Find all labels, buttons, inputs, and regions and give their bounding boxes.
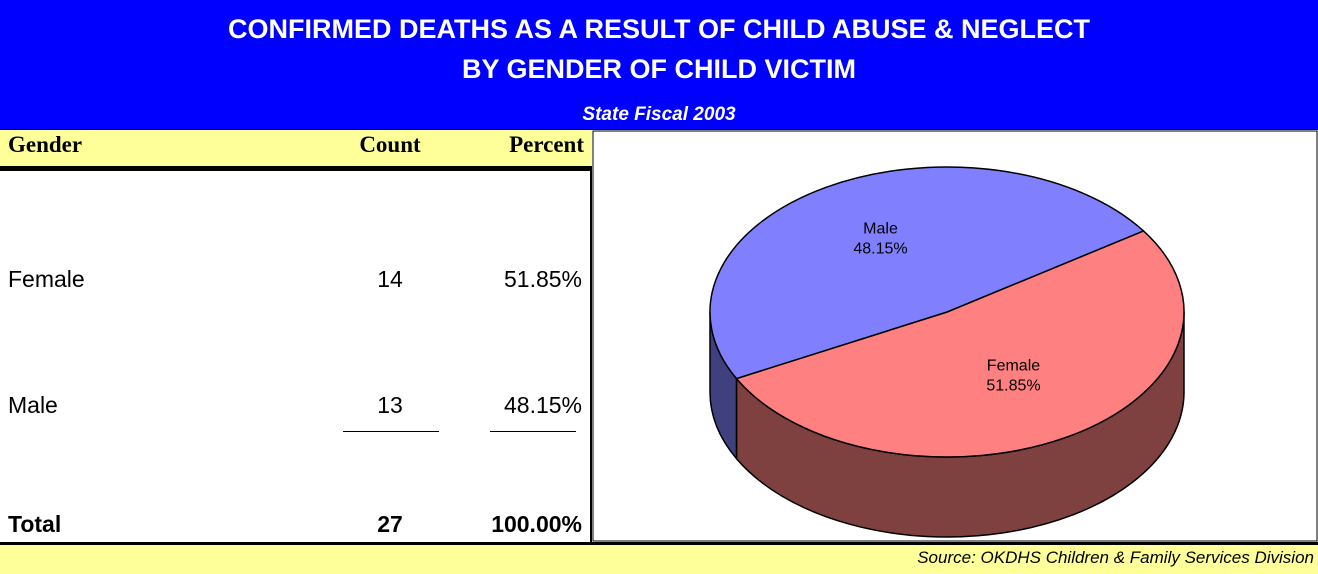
cell: 13 — [377, 392, 403, 418]
slice-value-label: 51.85% — [986, 378, 1040, 395]
pie-slice — [735, 230, 1185, 458]
table-body: Female 14 51.85% Male 13 48.15% Total 27… — [0, 171, 592, 542]
source: Source: OKDHS Children & Family Services… — [917, 548, 1314, 567]
cell: 14 — [377, 266, 403, 292]
underline — [490, 431, 576, 432]
table-header: Gender Count Percent — [0, 130, 592, 171]
slice-label: Male — [863, 220, 898, 237]
cell: 27 — [377, 511, 403, 537]
cell: 100.00% — [491, 511, 582, 537]
title-line: BY GENDER OF CHILD VICTIM — [461, 54, 857, 84]
subtitle: State Fiscal 2003 — [582, 104, 736, 125]
underline — [343, 431, 439, 432]
column-header: Gender — [8, 132, 83, 157]
cell: Female — [8, 266, 85, 292]
cell: 48.15% — [503, 392, 582, 418]
pie-chart: Female 51.85% Male 48.15% — [592, 130, 1318, 542]
title-line: CONFIRMED DEATHS AS A RESULT OF CHILD AB… — [228, 14, 1090, 44]
cell: Male — [8, 392, 58, 418]
header-band — [0, 0, 1318, 130]
cell: 51.85% — [503, 266, 582, 292]
column-header: Percent — [509, 132, 584, 157]
slice-value-label: 48.15% — [853, 240, 907, 257]
cell: Total — [8, 511, 62, 537]
column-header: Count — [359, 132, 421, 157]
slice-label: Female — [987, 358, 1040, 375]
footer-band: Source: OKDHS Children & Family Services… — [0, 542, 1318, 574]
pie-slice — [709, 166, 1145, 380]
